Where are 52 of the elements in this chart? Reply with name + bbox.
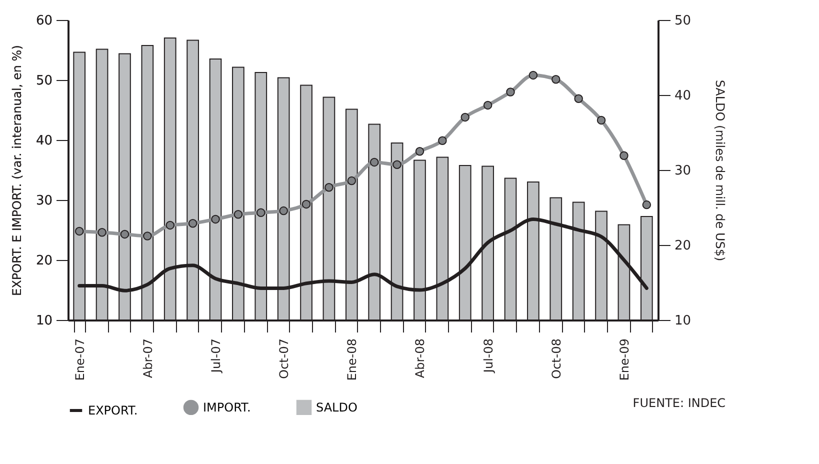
point	[596, 116, 606, 125]
y-tick-label: 30	[36, 194, 52, 208]
y2-tick-label: 10	[674, 314, 692, 328]
point	[370, 158, 379, 167]
point	[302, 200, 311, 209]
x-tick-label: Jul-07	[209, 338, 223, 374]
y-tick-label: 40	[36, 134, 52, 148]
x-tick-label: Ene-08	[345, 338, 360, 381]
point	[143, 232, 152, 240]
point	[552, 75, 560, 84]
legend-label: SALDO	[316, 400, 358, 414]
point	[234, 210, 243, 219]
point	[188, 219, 198, 228]
x-tick-label: Oct-07	[277, 338, 292, 379]
x-tick-label: Jul-08	[481, 338, 496, 374]
point	[392, 160, 402, 169]
point	[506, 88, 515, 96]
point	[324, 183, 334, 192]
y2-tick-label: 30	[674, 164, 692, 178]
y2-tick-label: 50	[674, 14, 692, 28]
point	[347, 176, 356, 186]
point	[438, 136, 447, 145]
point	[460, 112, 470, 122]
point	[256, 208, 266, 217]
point	[279, 206, 288, 216]
x-tick-label: Abr-08	[413, 338, 428, 378]
point	[528, 70, 538, 80]
point	[211, 214, 220, 224]
legend-label: EXPORT.	[88, 404, 138, 418]
point	[74, 226, 84, 236]
point	[98, 228, 106, 237]
x-tick-label: Oct-08	[549, 338, 564, 379]
x-tick-label: Ene-09	[617, 338, 632, 381]
point	[415, 147, 424, 156]
y2-tick-label: 40	[674, 88, 692, 104]
y-tick-label: 50	[36, 74, 52, 88]
y2-tick-label: 20	[674, 238, 692, 254]
point	[642, 200, 652, 210]
legend-label: IMPORT.	[203, 400, 251, 414]
point	[620, 151, 628, 160]
point	[483, 100, 492, 110]
x-tick-label: Ene-07	[72, 338, 87, 381]
point	[166, 220, 174, 230]
point	[574, 94, 583, 103]
y-tick-label: 20	[36, 254, 52, 268]
source-note: FUENTE: INDEC	[632, 396, 726, 410]
x-tick-label: Abr-07	[140, 338, 155, 378]
point	[120, 230, 130, 239]
y2-axis-title: SALDO (miles de mill. de US$)	[713, 80, 728, 262]
y-tick-label: 10	[36, 314, 52, 328]
y-tick-label: 60	[36, 14, 52, 28]
y-axis-title: EXPORT. E IMPORT. (var. interanual, en %)	[10, 45, 24, 296]
